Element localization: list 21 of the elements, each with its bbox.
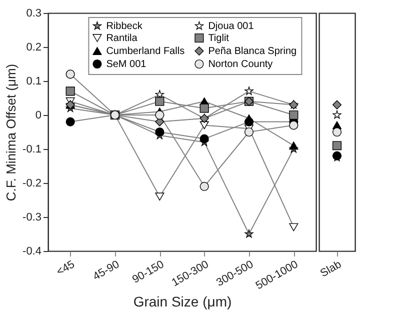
legend-label: Ribbeck [106,21,144,32]
y-tick-label: 0.1 [26,76,42,88]
y-tick-label: -0.1 [22,144,42,156]
legend-label: Rantila [106,33,138,44]
x-tick-label: Slab [318,258,344,280]
y-axis-title: C.F. Minima Offset (μm) [4,64,19,202]
legend-label: Tiglit [208,33,230,44]
x-tick-label: 45-90 [91,258,122,283]
y-tick-label: -0.4 [22,246,42,258]
y-tick-label: -0.2 [22,178,42,190]
y-tick-label: -0.3 [22,212,42,224]
legend-label: Cumberland Falls [106,46,185,57]
y-tick-label: 0.3 [26,8,42,20]
x-axis-title: Grain Size (μm) [133,293,232,310]
y-tick-label: 0 [35,110,42,122]
legend-label: SeM 001 [106,59,147,70]
x-tick-label: <45 [54,258,77,278]
legend-label: Peña Blanca Spring [208,46,297,57]
legend-label: Djoua 001 [208,21,254,32]
y-tick-label: 0.2 [26,42,42,54]
legend-label: Norton County [208,59,273,70]
